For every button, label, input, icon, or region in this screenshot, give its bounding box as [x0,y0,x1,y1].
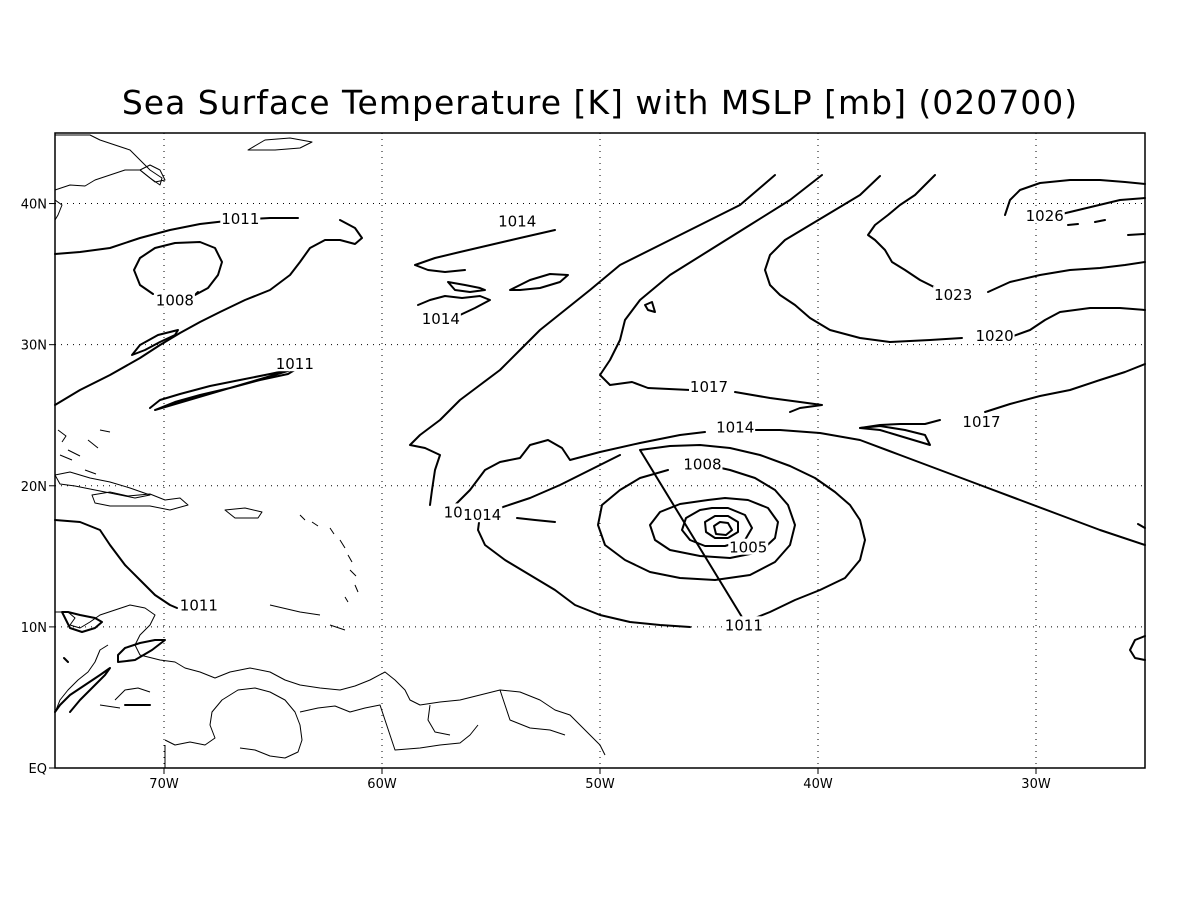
isobar-1011-small [131,329,179,356]
contour-label-background [715,418,756,435]
contour-label-background [689,377,729,394]
contour-label-background [178,596,219,613]
contour-label: 1020 [975,327,1013,345]
contour-label: 1008 [683,455,721,473]
islands-bahamas [57,429,111,475]
isobar-1017-small [644,301,656,313]
contour-label-background [497,212,538,229]
contour-label: 1014 [422,310,460,328]
contour-label: 1014 [463,506,501,524]
coastline-northern-colombia [55,644,109,711]
isobar-1017-sliver [859,425,931,446]
coastline-central-america [55,604,606,756]
island-bermuda-area [247,137,313,151]
contour-label-background [274,355,315,372]
y-tick-label: 40N [21,198,47,213]
contour-label: 1014 [498,213,536,231]
mslp-contours [54,174,1146,713]
coastline-lake-maracaibo [99,687,151,709]
island-cuba [54,471,151,499]
isobar-1011-elongated [149,367,299,411]
contour-label-background [462,506,503,523]
contour-label: 1008 [156,292,194,310]
contour-label: 1011 [276,355,314,373]
isobar-1020 [764,175,1146,343]
contour-label: 1011 [180,597,218,615]
contour-label: 1023 [934,286,972,304]
axis-ticks: 70W 60W 50W 40W 30W EQ 10N 20N 30N 40N [21,198,1051,792]
contour-label-background [682,455,723,472]
islands-lesser-antilles [269,514,359,631]
y-tick-label: 10N [21,621,47,636]
border-south-america [164,687,566,768]
contour-label-background [728,538,769,555]
coastline-east-us [54,199,63,221]
y-tick-label: 30N [21,339,47,354]
contour-label-background [420,310,461,327]
isobar-1023 [867,174,1146,293]
isobar-996-hurricane [713,521,733,536]
map-frame [54,132,1146,769]
contour-label-background [974,327,1015,344]
isobar-1014-diagonal [409,174,776,506]
coastline-northeast-us [54,134,163,191]
contour-label: 1026 [1026,207,1064,225]
map-title: Sea Surface Temperature [K] with MSLP [m… [122,83,1078,122]
contour-label-background [933,286,974,303]
coastlines [54,134,606,768]
coastline-nova-scotia [139,164,166,183]
isobar-1014-central [454,429,1146,546]
contour-label: 1011 [725,616,763,634]
isobar-1011-caribbean [54,519,178,609]
x-tick-label: 30W [1021,777,1051,792]
lat-lon-grid [55,133,1145,768]
isobar-east-edge [1129,523,1146,661]
isobar-1017-diagonal [599,174,823,413]
isobar-999-hurricane [704,515,739,539]
contour-label: 1017 [962,413,1000,431]
isobar-1008-hurricane [597,465,796,581]
isobar-1011-colombia [54,611,166,713]
isobar-1017-east [859,363,1146,429]
contour-label-background [1024,207,1065,224]
contour-label-background [154,291,195,308]
isobar-1014-north [414,229,569,321]
x-tick-label: 60W [367,777,397,792]
contour-label-background [723,616,764,633]
contour-label: 1017 [690,378,728,396]
x-tick-label: 70W [149,777,179,792]
island-puerto-rico [224,507,263,519]
isobar-1026-bits [1067,219,1146,236]
contour-label-background [961,413,1002,430]
contour-label: 1014 [716,419,754,437]
island-hispaniola [91,491,189,511]
isobar-1011-hurricane-outer [477,444,866,628]
contour-label: 1011 [221,210,259,228]
isobar-1008-northwest [133,241,223,296]
contour-label: 1005 [729,539,767,557]
y-tick-label: EQ [29,762,47,777]
y-tick-label: 20N [21,480,47,495]
contour-label-background [220,209,261,226]
x-tick-label: 40W [803,777,833,792]
x-tick-label: 50W [585,777,615,792]
contour-labels: 1011 1008 1011 1014 1014 1017 1014 1008 1005 1011… [154,207,1065,634]
isobar-1005-hurricane [649,497,779,559]
